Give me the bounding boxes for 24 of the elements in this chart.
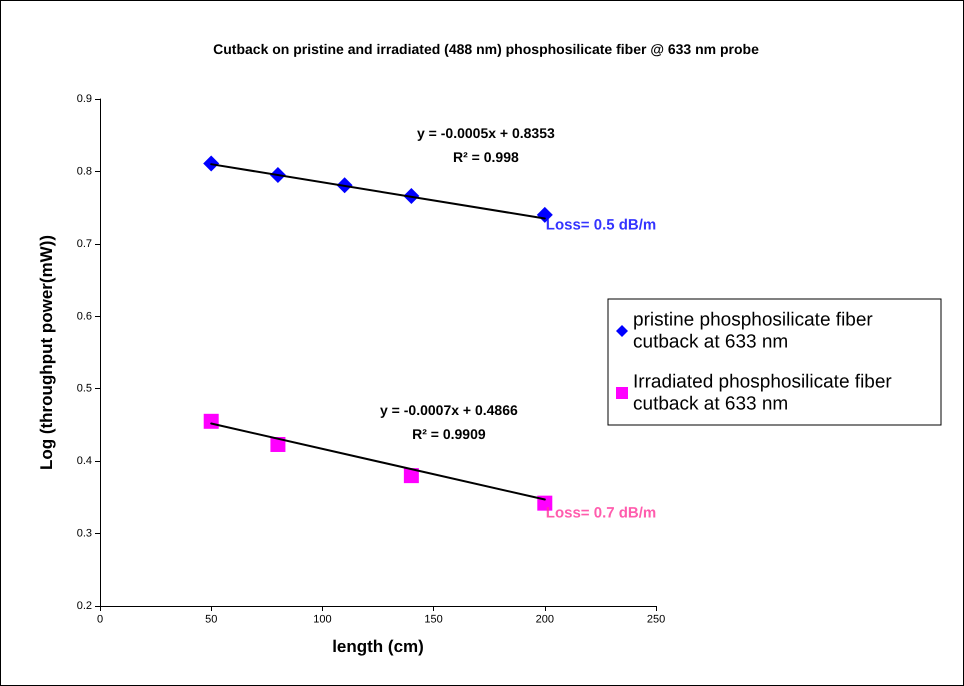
annotation: y = -0.0005x + 0.8353 R² = 0.998	[416, 125, 555, 165]
y-tick-label: 0.5	[76, 382, 92, 395]
y-tick-label: 0.2	[76, 600, 92, 612]
y-axis-title: Log (throughput power(mW))	[37, 234, 56, 470]
x-tick-label: 0	[96, 614, 104, 626]
annotation: Loss= 0.5 dB/m	[546, 216, 656, 234]
y-tick-label: 0.9	[76, 93, 92, 105]
annotation: y = -0.0007x + 0.4866 R² = 0.9909	[380, 402, 518, 442]
x-tick-label: 100	[313, 614, 332, 626]
legend-label: Irradiated phosphosilicate fiber cutback at 633 nm	[633, 372, 898, 414]
x-tick-label: 200	[536, 614, 554, 626]
legend-label: pristine phosphosilicate fiber cutback at 633 nm	[633, 310, 878, 352]
point	[204, 414, 219, 429]
y-tick-label: 0.4	[76, 455, 92, 468]
x-axis-title: length (cm)	[332, 637, 424, 656]
y-tick-label: 0.8	[76, 165, 92, 178]
annotation: Loss= 0.7 dB/m	[546, 504, 656, 522]
x-tick-label: 50	[205, 614, 218, 626]
y-tick-label: 0.3	[76, 528, 92, 540]
chart-title: Cutback on pristine and irradiated (488 nm) phosphosilicate fiber @ 633 nm probe	[213, 41, 760, 57]
y-tick-label: 0.7	[76, 238, 92, 250]
x-tick-label: 150	[424, 614, 443, 626]
y-tick-label: 0.6	[76, 310, 92, 322]
x-tick-label: 250	[646, 614, 666, 626]
